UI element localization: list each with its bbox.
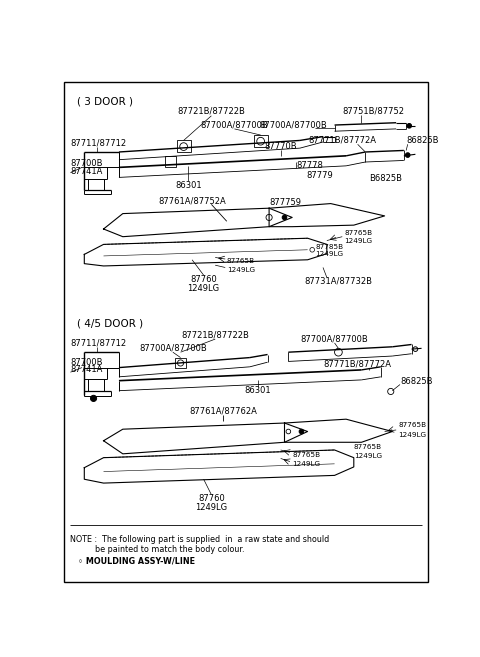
Text: 87721B/87722B: 87721B/87722B <box>181 330 249 340</box>
Circle shape <box>90 396 96 401</box>
Text: be painted to match the body colour.: be painted to match the body colour. <box>71 545 245 555</box>
Text: 86301: 86301 <box>244 386 271 396</box>
Text: 87765B: 87765B <box>292 451 320 457</box>
Text: 1249LG: 1249LG <box>188 284 220 293</box>
Text: 87700A/87700B: 87700A/87700B <box>139 344 207 353</box>
Text: B6825B: B6825B <box>369 175 402 183</box>
Text: 87700B: 87700B <box>71 357 103 367</box>
Circle shape <box>299 429 304 434</box>
Text: 87779: 87779 <box>306 171 333 181</box>
Circle shape <box>282 215 287 219</box>
Bar <box>254 135 267 147</box>
Text: 87700B: 87700B <box>71 159 103 168</box>
Text: ◦ MOULDING ASSY-W/LINE: ◦ MOULDING ASSY-W/LINE <box>78 556 195 565</box>
Polygon shape <box>84 450 354 483</box>
Circle shape <box>406 153 410 158</box>
Bar <box>165 156 176 168</box>
Text: 87760: 87760 <box>198 494 225 503</box>
Polygon shape <box>269 204 384 227</box>
Text: 1249LG: 1249LG <box>315 252 343 258</box>
Text: ( 3 DOOR ): ( 3 DOOR ) <box>77 97 132 107</box>
Polygon shape <box>104 423 308 454</box>
Text: ( 4/5 DOOR ): ( 4/5 DOOR ) <box>77 319 143 328</box>
Text: 87761A/87752A: 87761A/87752A <box>158 196 226 205</box>
Text: 87771B/87772A: 87771B/87772A <box>308 136 376 145</box>
Polygon shape <box>104 208 292 237</box>
Text: 87760: 87760 <box>190 275 217 284</box>
Bar <box>177 141 191 152</box>
Text: 87721B/87722B: 87721B/87722B <box>178 106 245 116</box>
Text: 87761A/87762A: 87761A/87762A <box>189 407 257 416</box>
Text: 1249LG: 1249LG <box>195 503 228 512</box>
Text: 87765B: 87765B <box>345 230 372 236</box>
Text: 1249LG: 1249LG <box>292 461 320 467</box>
Text: 87741A: 87741A <box>71 365 103 374</box>
Text: 1249LG: 1249LG <box>345 238 372 244</box>
Text: 87700A/87700B: 87700A/87700B <box>259 120 327 129</box>
Text: 87751B/87752: 87751B/87752 <box>342 106 404 116</box>
Polygon shape <box>84 238 327 266</box>
Text: 87700A/87700B: 87700A/87700B <box>201 120 268 129</box>
Text: 87771B/87772A: 87771B/87772A <box>324 359 392 368</box>
Text: 86301: 86301 <box>175 181 202 190</box>
Bar <box>175 357 186 367</box>
Text: 1249LG: 1249LG <box>398 432 427 438</box>
Text: 86825B: 86825B <box>406 136 439 145</box>
Polygon shape <box>285 419 392 442</box>
Text: 86825B: 86825B <box>400 377 432 386</box>
Text: 87731A/87732B: 87731A/87732B <box>304 276 372 285</box>
Text: 87765B: 87765B <box>398 422 427 428</box>
Text: 87765B: 87765B <box>354 444 382 450</box>
Text: 87785B: 87785B <box>315 244 343 250</box>
Text: 87711/87712: 87711/87712 <box>71 138 127 147</box>
Text: 87770B: 87770B <box>264 142 297 151</box>
Text: 1249LG: 1249LG <box>227 267 255 273</box>
Circle shape <box>407 124 411 128</box>
Text: 87741A: 87741A <box>71 167 103 175</box>
Text: 87765B: 87765B <box>227 258 255 264</box>
Text: 87700A/87700B: 87700A/87700B <box>300 334 369 344</box>
Text: NOTE :  The following part is supplied  in  a raw state and should: NOTE : The following part is supplied in… <box>71 535 330 544</box>
Text: 87778: 87778 <box>296 160 323 170</box>
Text: 877759: 877759 <box>269 198 301 206</box>
Text: 1249LG: 1249LG <box>354 453 382 459</box>
Text: 87711/87712: 87711/87712 <box>71 338 127 348</box>
